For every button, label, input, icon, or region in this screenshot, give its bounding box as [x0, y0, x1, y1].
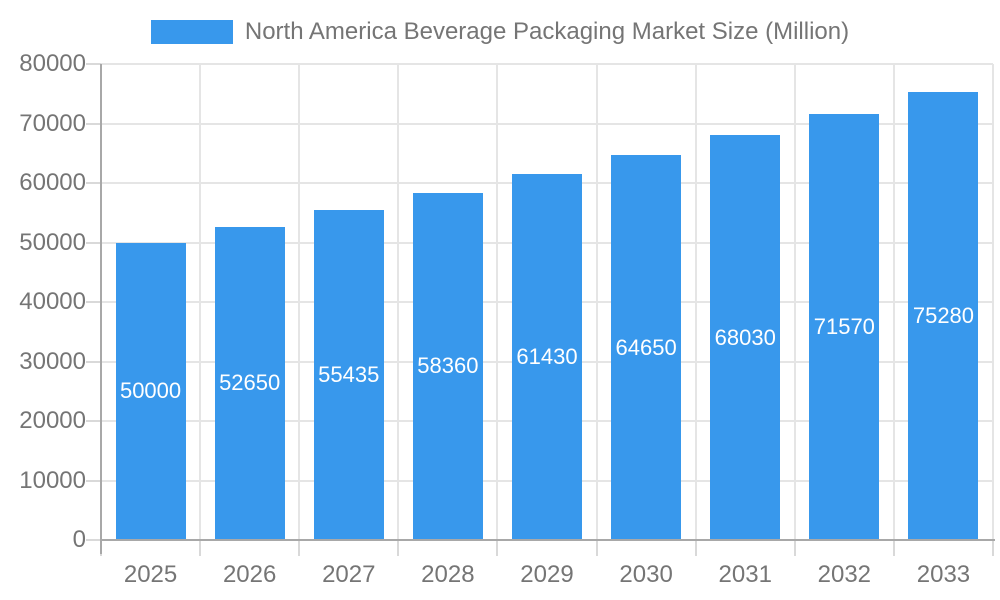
- y-axis-label: 70000: [19, 109, 86, 137]
- y-axis-tick: [86, 360, 101, 363]
- x-axis-line: [101, 539, 995, 541]
- y-axis-line: [100, 64, 102, 554]
- x-axis-label: 2025: [123, 561, 178, 588]
- x-axis-tick: [298, 540, 301, 556]
- x-axis-label: 2029: [520, 561, 574, 588]
- y-axis-label: 0: [72, 526, 86, 553]
- bar-value-label: 52650: [219, 370, 281, 396]
- bar-2030[interactable]: [611, 155, 682, 540]
- x-axis-label: 2027: [322, 561, 376, 588]
- y-axis-label: 40000: [19, 288, 86, 315]
- x-axis-label: 2033: [916, 561, 971, 588]
- bar-2032[interactable]: [809, 114, 880, 540]
- bar-2025[interactable]: [115, 242, 186, 540]
- y-axis-tick: [86, 479, 101, 482]
- gridline-horizontal: [101, 63, 993, 65]
- x-axis-label: 2031: [718, 561, 772, 588]
- bar-2029[interactable]: [512, 174, 582, 540]
- x-axis-label: 2026: [222, 561, 277, 588]
- legend-title: North America Beverage Packaging Market …: [244, 18, 850, 45]
- y-axis-label: 30000: [19, 347, 86, 375]
- y-axis-tick: [86, 241, 101, 244]
- bar-value-label: 55435: [318, 362, 380, 388]
- bar-2027[interactable]: [313, 210, 384, 540]
- y-axis-tick: [86, 420, 101, 422]
- gridline-horizontal: [101, 122, 993, 125]
- bar-value-label: 58360: [417, 353, 479, 379]
- y-axis-tick: [86, 182, 101, 184]
- x-axis-label: 2028: [421, 561, 475, 588]
- x-axis-tick: [397, 540, 400, 556]
- bar-2031[interactable]: [710, 135, 781, 540]
- x-axis-tick: [595, 540, 598, 556]
- x-axis-tick: [496, 540, 499, 556]
- y-axis-tick: [86, 63, 101, 65]
- bar-2026[interactable]: [214, 226, 285, 540]
- bar-2028[interactable]: [412, 192, 483, 540]
- y-axis-tick: [86, 122, 101, 125]
- x-axis-tick: [694, 540, 697, 556]
- y-axis-label: 60000: [19, 169, 86, 196]
- x-axis-label: 2030: [619, 561, 673, 588]
- bar-value-label: 71570: [813, 314, 875, 340]
- bar-value-label: 75280: [912, 303, 975, 329]
- x-axis-tick: [992, 540, 994, 556]
- y-axis-label: 50000: [19, 228, 86, 256]
- legend-swatch: [150, 20, 233, 44]
- y-axis-label: 10000: [19, 466, 86, 494]
- x-axis-label: 2032: [817, 561, 872, 588]
- bar-2033[interactable]: [908, 92, 979, 540]
- y-axis-label: 20000: [19, 407, 86, 434]
- chart-legend[interactable]: North America Beverage Packaging Market …: [0, 18, 1000, 46]
- y-axis-tick: [86, 301, 101, 303]
- gridline-vertical: [992, 64, 994, 540]
- x-axis-tick: [793, 540, 796, 556]
- x-axis-tick: [199, 540, 202, 556]
- bar-value-label: 68030: [714, 324, 776, 350]
- x-axis-tick: [892, 540, 895, 556]
- y-axis-label: 80000: [19, 50, 86, 77]
- bar-value-label: 61430: [516, 344, 578, 370]
- bar-value-label: 50000: [119, 378, 182, 404]
- y-axis-tick: [86, 539, 101, 541]
- bar-value-label: 64650: [615, 334, 677, 360]
